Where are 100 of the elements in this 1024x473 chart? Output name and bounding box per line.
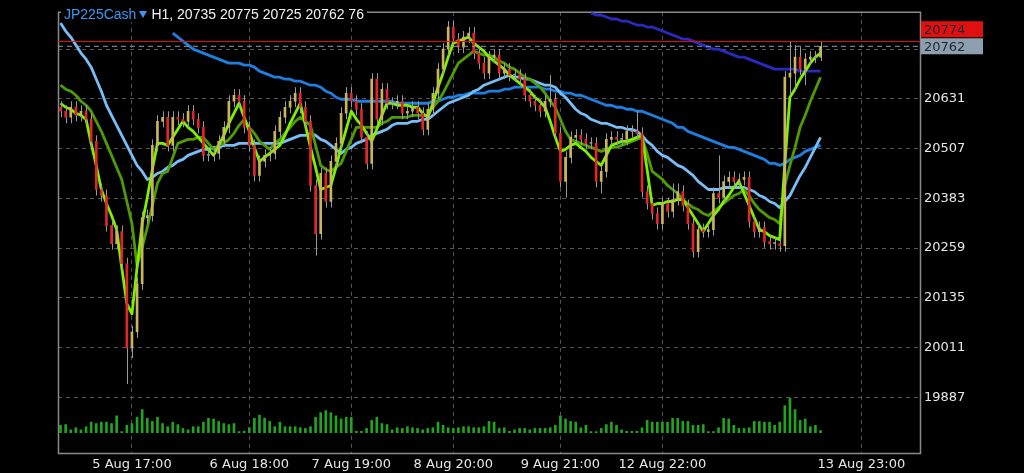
bar [717,427,720,433]
bar [655,421,659,433]
candlestick [625,124,629,146]
bar [610,421,613,433]
y-tick-label: 20383 [924,189,966,205]
bar [59,424,62,433]
bar [625,430,629,433]
bar [559,415,562,433]
bar [411,427,414,433]
bar [247,427,251,433]
candlestick [671,182,674,219]
bar [569,421,572,433]
bar [701,424,705,433]
bar [523,428,527,433]
candlestick [803,52,807,86]
bar [630,430,634,433]
x-tick-label: 8 Aug 20:00 [413,456,493,472]
bar [212,418,215,433]
candlestick [655,207,659,231]
candlestick [115,225,118,251]
y-tick-label: 20011 [924,338,966,354]
bar [681,421,685,433]
bar [309,426,312,433]
bar [768,421,771,433]
bar [416,428,419,433]
candlestick [355,94,358,116]
bar [156,416,159,433]
ref-line-label: 20774 [924,21,966,37]
bar [457,427,460,433]
x-tick-label: 13 Aug 23:00 [817,456,906,472]
x-tick-label: 7 Aug 19:00 [311,456,391,472]
bar [365,428,368,433]
bar [676,417,680,433]
candlestick [523,72,527,102]
bar [564,418,567,433]
bar [814,424,817,433]
candlestick [247,120,251,152]
bar [151,421,154,433]
bar [604,424,608,433]
bar [661,421,664,433]
bar [467,426,470,433]
bar [508,430,511,433]
candlestick [258,154,261,182]
candlestick [349,86,353,108]
candlestick [599,164,603,194]
bar [650,421,654,433]
candlestick [100,182,103,203]
bar [400,428,404,433]
candlestick [497,48,501,80]
bar [94,423,98,433]
bar [727,418,731,433]
bar [344,416,348,433]
candlestick [763,221,766,249]
candlestick [64,104,67,124]
candlestick [293,86,297,108]
candlestick [666,197,669,219]
bar [421,429,425,433]
bar [548,427,552,433]
candlestick [722,174,725,205]
bar [518,428,521,433]
candlestick [110,219,113,251]
x-tick-label: 9 Aug 21:00 [520,456,601,472]
bar [298,427,302,433]
bar [502,427,506,433]
candlestick [69,100,73,124]
bar [242,430,246,433]
bar [161,423,164,433]
bar [100,421,103,433]
x-tick-label: 5 Aug 17:00 [92,456,172,472]
candlestick [650,197,654,221]
bar [752,421,756,433]
bar [314,416,317,433]
bar [553,424,557,433]
candlestick [752,215,756,239]
bar [477,427,481,433]
x-tick-label: 6 Aug 18:00 [209,456,289,472]
bar [446,427,450,433]
candlestick [472,26,476,60]
chart-subtitle: H1, 20735 20775 20725 20762 76 [151,6,364,22]
candlestick [548,74,552,108]
bar [258,414,261,433]
candlestick [304,100,307,128]
bar [64,424,67,433]
bar [273,426,277,433]
bar [349,416,353,433]
y-tick-label: 20135 [924,289,966,305]
bar [202,421,205,433]
bar [360,430,363,433]
ref-line-label: 20762 [924,38,966,54]
y-tick-label: 20259 [924,239,966,255]
candlestick [263,148,266,168]
y-tick-label: 19887 [924,388,966,404]
bar [304,428,307,433]
chart-title: JP225Cash [64,6,137,22]
bar [166,426,169,433]
y-tick-label: 20507 [924,139,966,155]
candlestick [217,134,220,160]
bar [217,421,220,433]
bar [615,424,618,433]
candlestick [426,102,430,136]
